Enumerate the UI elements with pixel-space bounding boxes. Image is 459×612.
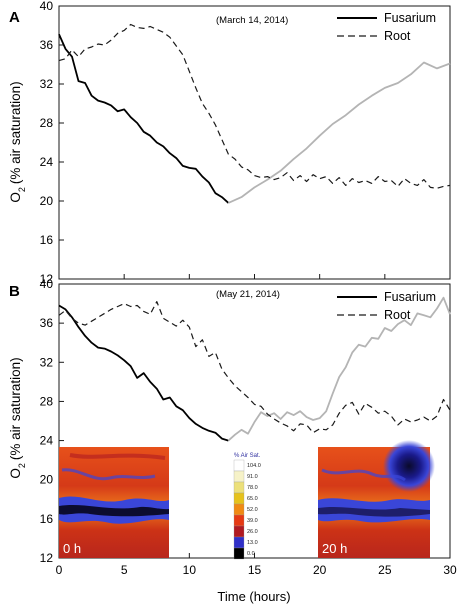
colorbar-swatch: [233, 525, 245, 538]
y-tick-label: 28: [40, 116, 54, 130]
x-tick-label: 0: [56, 563, 63, 577]
inset-colorbar: % Air Sat. 104.0 91.0 78.0 65.0 52.0 39.0 26.0…: [233, 453, 261, 560]
colorbar-tick-labels: 104.0 91.0 78.0 65.0 52.0 39.0 26.0 13.0 0.0: [247, 463, 261, 557]
panel-a-label: A: [9, 9, 20, 26]
y-tick-label: 32: [40, 77, 54, 91]
y-tick-label: 16: [40, 512, 54, 526]
x-tick-label: 5: [121, 563, 128, 577]
colorbar-tick-label: 39.0: [247, 518, 258, 524]
y-tick-label: 32: [40, 355, 54, 369]
panel-a-legend: Fusarium Root: [337, 11, 436, 43]
panel-b-legend: Fusarium Root: [337, 290, 436, 322]
x-tick-label: 25: [378, 563, 392, 577]
legend-root-label: Root: [384, 29, 411, 43]
panel-a-y-axis-label: O2(% air saturation): [8, 81, 27, 202]
panel-b-annotation: (May 21, 2014): [216, 289, 280, 300]
colorbar-swatch: [233, 481, 245, 494]
y-tick-label: 24: [40, 155, 54, 169]
y-tick-label: 36: [40, 38, 54, 52]
colorbar-swatch: [233, 492, 245, 505]
inset-left-label: 0 h: [63, 541, 81, 556]
y-tick-label: 12: [40, 551, 54, 565]
colorbar-tick-label: 52.0: [247, 507, 258, 513]
y-tick-label: 16: [40, 233, 54, 247]
y-tick-label: 40: [40, 277, 54, 291]
x-tick-label: 15: [248, 563, 262, 577]
inset-right-label: 20 h: [322, 541, 347, 556]
inset-heatmap-20h: 20 h: [318, 440, 435, 558]
colorbar-tick-label: 91.0: [247, 474, 258, 480]
series-root-line: [58, 23, 451, 189]
colorbar-swatch: [233, 514, 245, 527]
series-fusarium-light-line: [227, 296, 451, 442]
colorbar-tick-label: 65.0: [247, 496, 258, 502]
colorbar-swatches: [233, 459, 245, 560]
panel-b-label: B: [9, 283, 20, 300]
series-fusarium-dark-line: [58, 33, 229, 204]
colorbar-tick-label: 0.0: [247, 551, 255, 557]
panel-b-y-axis-label: O2(% air saturation): [8, 357, 27, 478]
x-axis-label: Time (hours): [217, 589, 290, 604]
series-fusarium-light-line: [228, 61, 451, 204]
y-tick-label: 24: [40, 434, 54, 448]
legend-root-label: Root: [384, 308, 411, 322]
colorbar-swatch: [233, 536, 245, 549]
y-tick-label: 28: [40, 394, 54, 408]
colorbar-tick-label: 13.0: [247, 540, 258, 546]
panel-a: A 12 16 20 24 28 32 36 40 (March 14, 2014) Fusa…: [9, 0, 451, 286]
inset-heatmap-0h: 0 h: [59, 447, 169, 558]
colorbar-tick-label: 104.0: [247, 463, 261, 469]
y-tick-label: 36: [40, 316, 54, 330]
panel-b-series: [58, 296, 451, 442]
panel-a-plot-frame: [58, 5, 451, 280]
series-fusarium-dark-line: [58, 304, 229, 442]
panel-a-y-ticks: 12 16 20 24 28 32 36 40: [40, 0, 64, 286]
y-tick-label: 20: [40, 473, 54, 487]
panel-a-annotation: (March 14, 2014): [216, 15, 288, 26]
panel-a-x-ticks: [58, 274, 451, 279]
colorbar-title: % Air Sat.: [234, 453, 261, 459]
y-tick-label: 20: [40, 194, 54, 208]
x-tick-label: 20: [313, 563, 327, 577]
colorbar-swatch: [233, 470, 245, 483]
colorbar-tick-label: 26.0: [247, 529, 258, 535]
x-tick-label: 10: [183, 563, 197, 577]
colorbar-swatch: [233, 459, 245, 472]
panel-a-series: [58, 23, 451, 204]
y-tick-label: 12: [40, 272, 54, 286]
y-tick-label: 40: [40, 0, 54, 13]
legend-fusarium-label: Fusarium: [384, 290, 436, 304]
x-tick-label: 30: [443, 563, 457, 577]
colorbar-tick-label: 78.0: [247, 485, 258, 491]
colorbar-swatch: [233, 503, 245, 516]
panel-b-x-ticks: 0 5 10 15 20 25 30: [56, 553, 457, 577]
colorbar-swatch: [233, 547, 245, 560]
legend-fusarium-label: Fusarium: [384, 11, 436, 25]
series-root-line: [58, 301, 451, 434]
panel-b: B 12 16 20 24 28 32 36 40 0 5 10 15 20 25 30 0 h % Ai…: [9, 277, 457, 577]
